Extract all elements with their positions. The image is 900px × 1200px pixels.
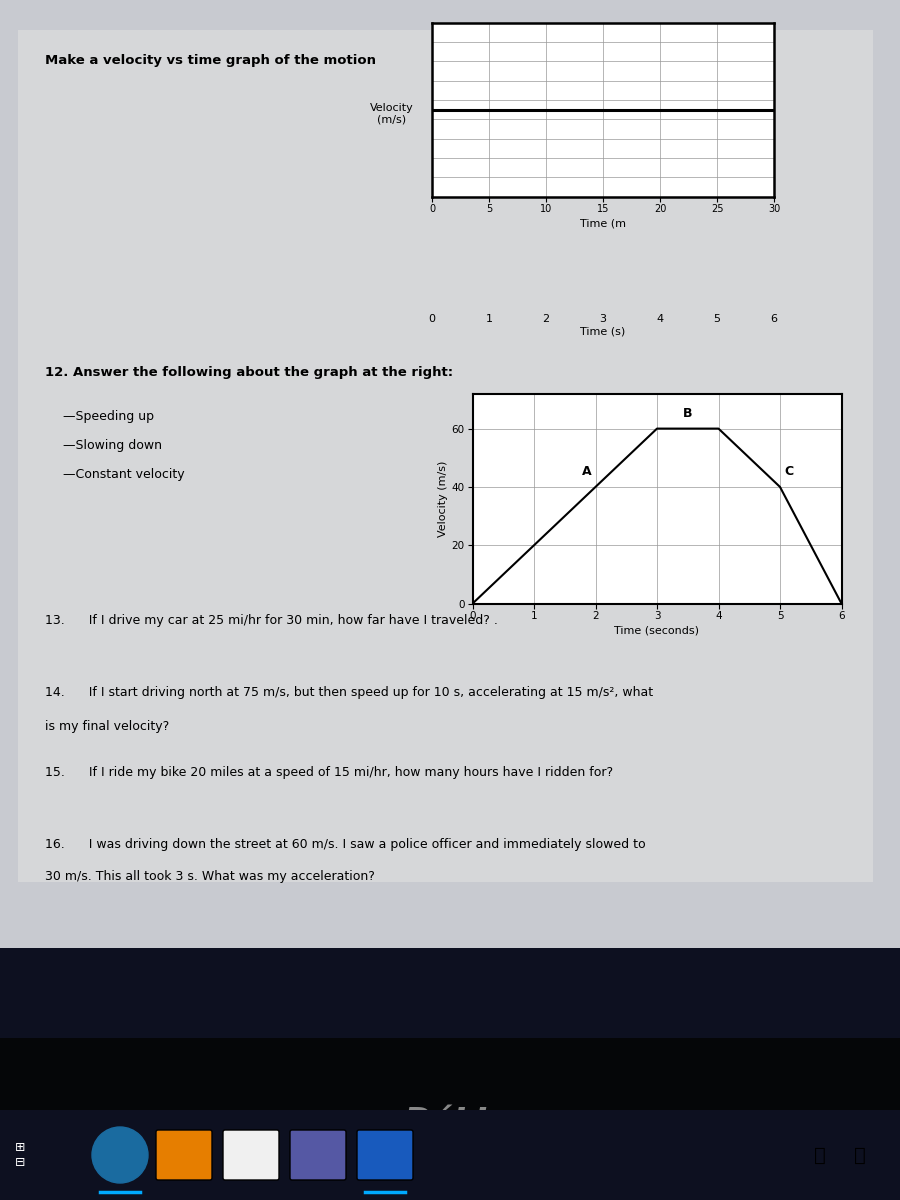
Text: W: W [373,1142,397,1163]
Text: is my final velocity?: is my final velocity? [45,720,169,733]
Text: 🛍: 🛍 [245,1144,256,1163]
X-axis label: Time (m: Time (m [580,218,626,229]
FancyBboxPatch shape [156,1130,212,1180]
FancyBboxPatch shape [223,1130,279,1180]
FancyBboxPatch shape [290,1130,346,1180]
Text: 15.      If I ride my bike 20 miles at a speed of 15 mi/hr, how many hours have : 15. If I ride my bike 20 miles at a spee… [45,766,613,779]
Text: ⊞
⊟: ⊞ ⊟ [14,1141,25,1169]
Circle shape [92,1127,148,1183]
Y-axis label: Velocity (m/s): Velocity (m/s) [437,461,447,536]
Text: C: C [785,466,794,478]
X-axis label: Time (seconds): Time (seconds) [615,625,699,636]
Text: Velocity
(m/s): Velocity (m/s) [370,103,413,125]
X-axis label: Time (s): Time (s) [580,326,626,336]
Text: —Speeding up: —Speeding up [63,410,154,424]
Text: Make a velocity vs time graph of the motion: Make a velocity vs time graph of the mot… [45,54,376,67]
Text: 13.      If I drive my car at 25 mi/hr for 30 min, how far have I traveled? .: 13. If I drive my car at 25 mi/hr for 30… [45,614,498,628]
Text: —Slowing down: —Slowing down [63,439,162,452]
Text: 🎨: 🎨 [814,1146,826,1164]
Text: 📁: 📁 [178,1144,190,1163]
Text: e: e [112,1145,128,1165]
Text: A: A [581,466,591,478]
Text: DéLL: DéLL [403,1105,497,1139]
Text: 30 m/s. This all took 3 s. What was my acceleration?: 30 m/s. This all took 3 s. What was my a… [45,870,375,883]
Text: T: T [310,1142,326,1163]
Text: 🔄: 🔄 [854,1146,866,1164]
Text: 14.      If I start driving north at 75 m/s, but then speed up for 10 s, acceler: 14. If I start driving north at 75 m/s, … [45,686,653,700]
Text: —Constant velocity: —Constant velocity [63,468,184,481]
Text: B: B [683,407,692,420]
Text: 12. Answer the following about the graph at the right:: 12. Answer the following about the graph… [45,366,453,379]
Text: 16.      I was driving down the street at 60 m/s. I saw a police officer and imm: 16. I was driving down the street at 60 … [45,838,645,851]
FancyBboxPatch shape [357,1130,413,1180]
